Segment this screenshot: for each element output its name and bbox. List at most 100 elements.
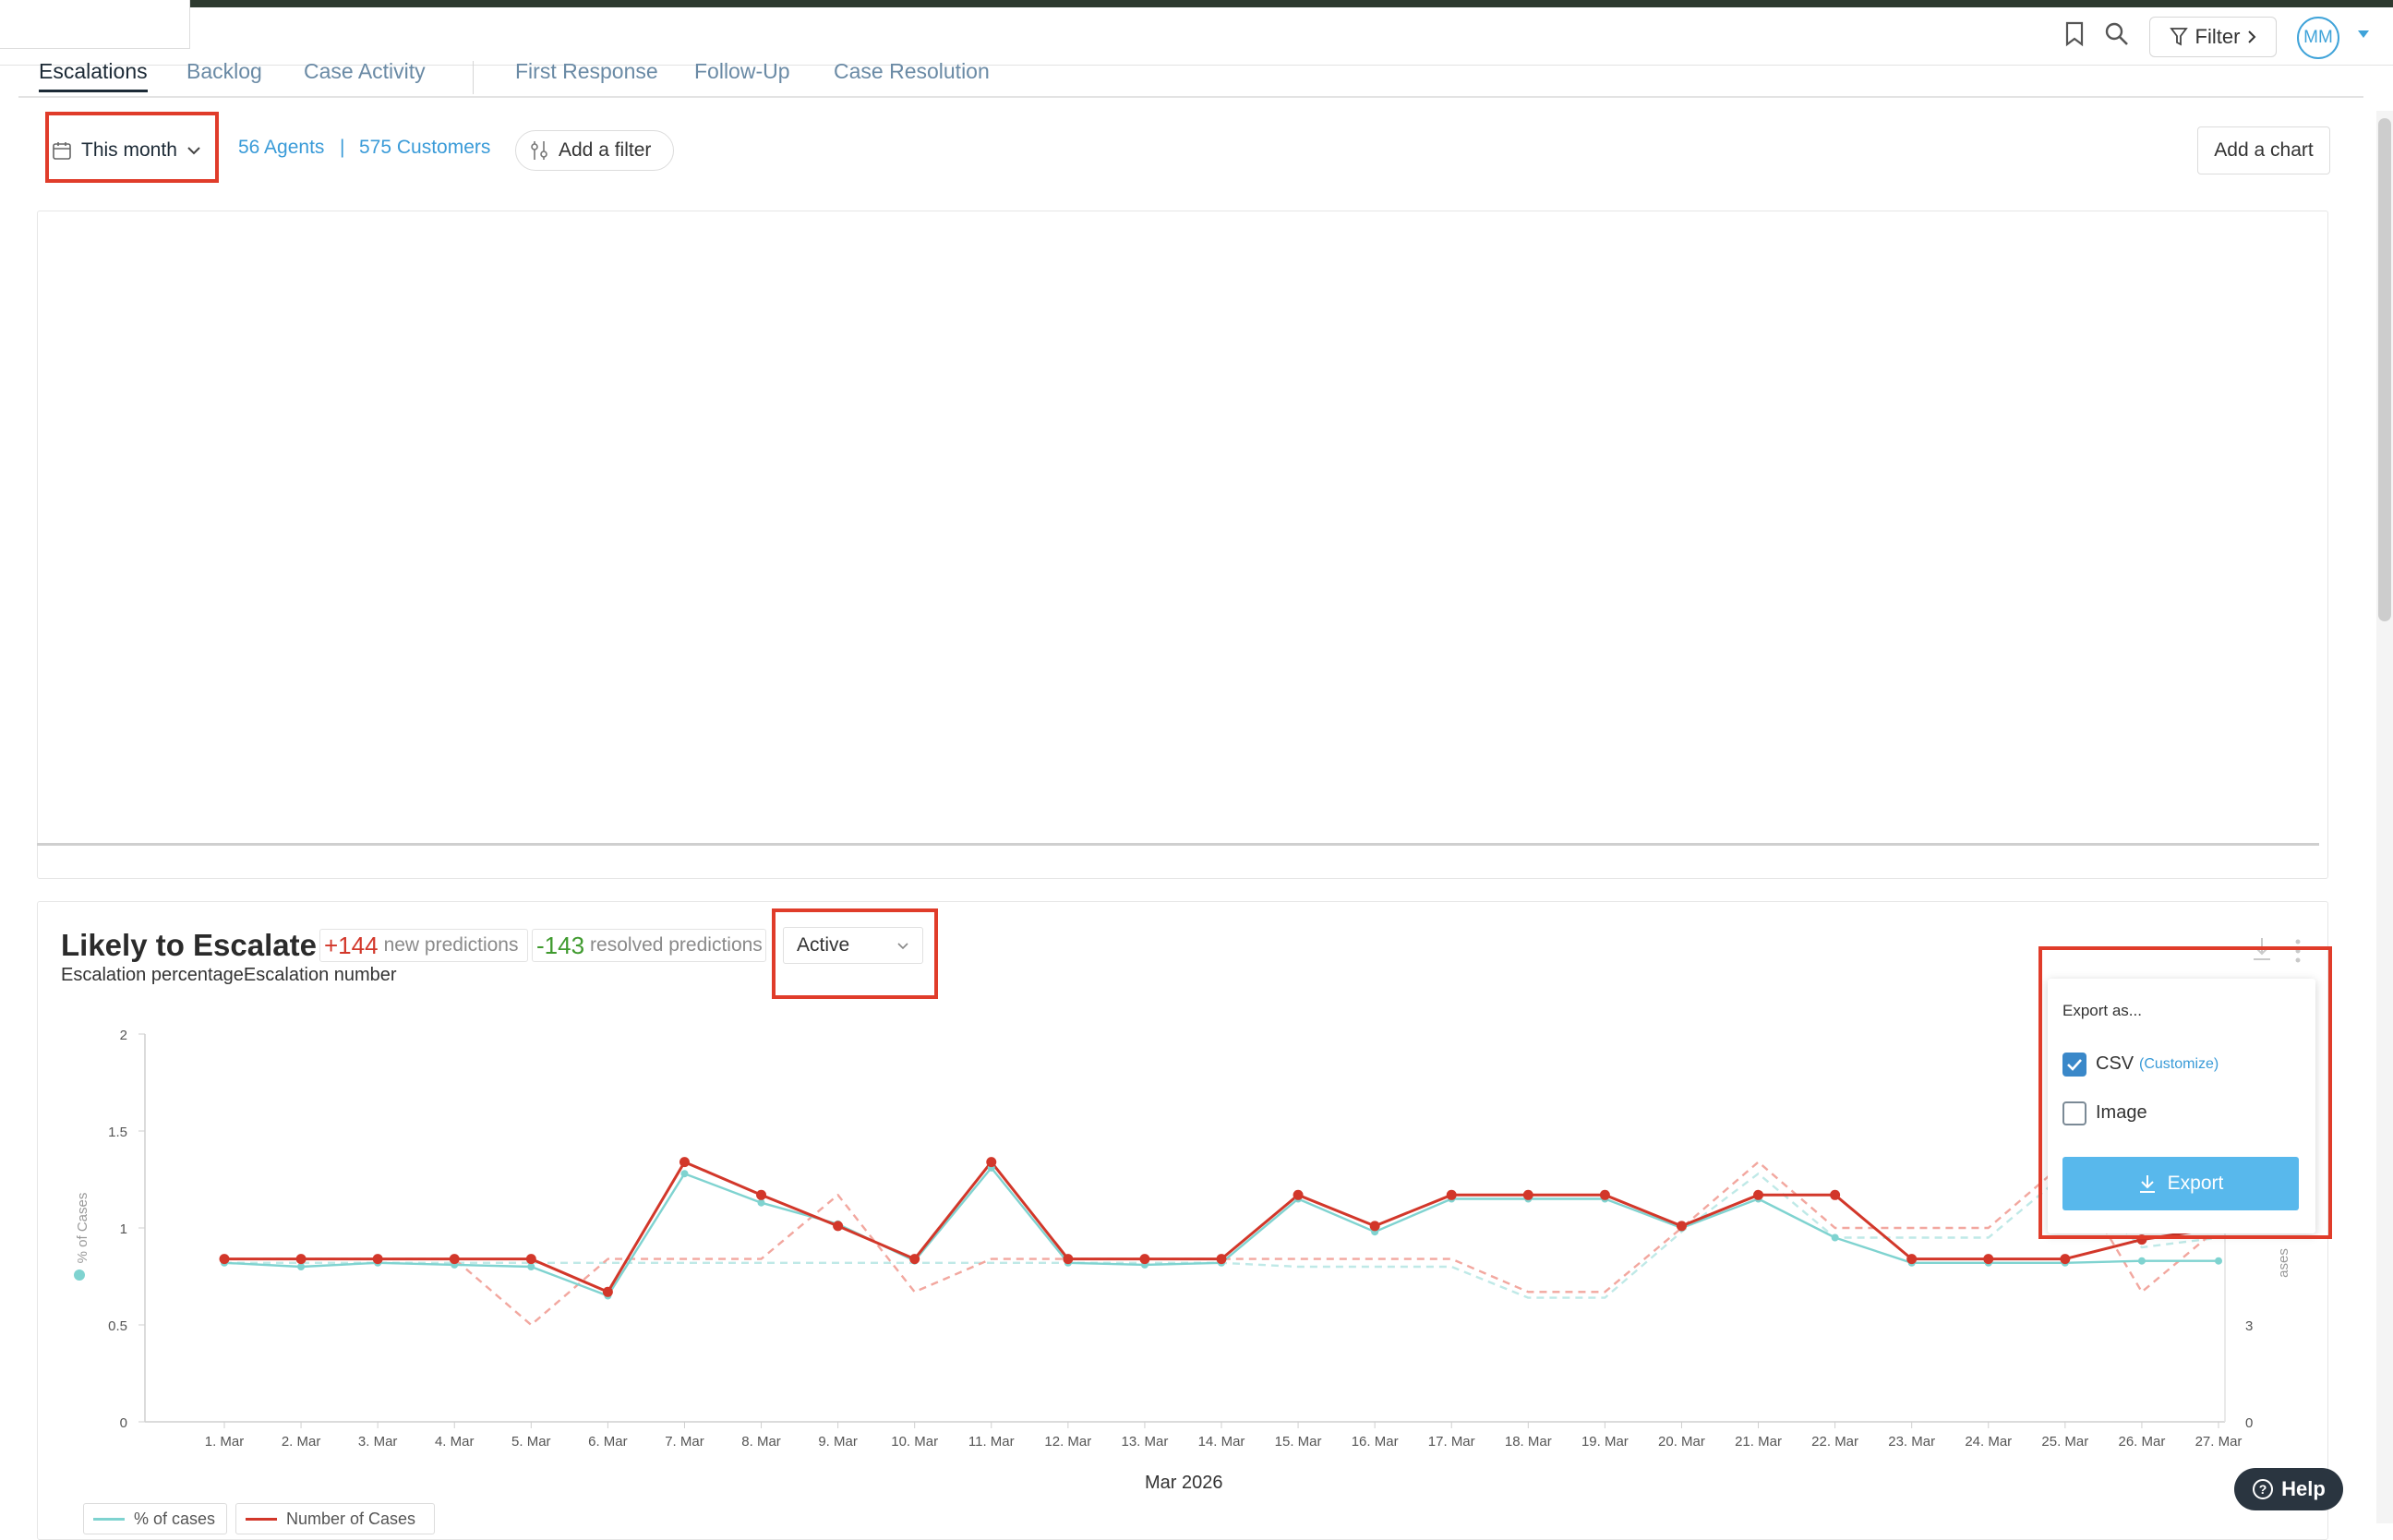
image-label: Image — [2096, 1102, 2147, 1123]
x-tick-label: 10. Mar — [891, 1434, 938, 1450]
x-tick-label: 13. Mar — [1121, 1434, 1168, 1450]
bookmark-icon[interactable] — [2061, 20, 2088, 48]
tab-follow-up[interactable]: Follow-Up — [694, 59, 790, 83]
x-tick-label: 16. Mar — [1352, 1434, 1399, 1450]
series-point-1 — [1139, 1254, 1150, 1265]
y-tick-label: 0 — [120, 1415, 127, 1431]
empty-chart-panel — [37, 211, 2328, 879]
search-icon[interactable] — [2101, 18, 2133, 50]
tab-escalations[interactable]: Escalations — [39, 59, 148, 92]
checkmark-icon — [2067, 1059, 2082, 1071]
legend-label: Number of Cases — [286, 1509, 416, 1528]
highlight-box — [772, 908, 938, 999]
series-point-1 — [833, 1221, 844, 1232]
add-filter-button[interactable]: Add a filter — [515, 130, 674, 171]
series-point-1 — [1753, 1189, 1764, 1200]
sliders-icon — [531, 141, 547, 160]
image-checkbox[interactable] — [2062, 1101, 2086, 1125]
x-tick-label: 6. Mar — [588, 1434, 628, 1450]
x-tick-label: 11. Mar — [968, 1434, 1015, 1450]
x-tick-label: 19. Mar — [1581, 1434, 1629, 1450]
y-axis-series-marker — [74, 1269, 85, 1281]
series-point-1 — [1599, 1189, 1610, 1200]
filter-button[interactable]: Filter — [2149, 17, 2277, 57]
resolved-predictions-label: resolved predictions — [590, 934, 763, 956]
y-tick-label: 0.5 — [108, 1318, 127, 1334]
add-filter-label: Add a filter — [559, 139, 652, 161]
series-line-2 — [224, 1161, 2219, 1327]
series-point-1 — [1906, 1254, 1918, 1265]
legend-item-percent-of-cases[interactable]: % of cases — [83, 1503, 227, 1534]
card-subtitle: Escalation percentageEscalation number — [61, 965, 397, 985]
series-point-0 — [1831, 1233, 1839, 1242]
series-point-1 — [1830, 1189, 1841, 1200]
customers-filter-link[interactable]: 575 Customers — [359, 137, 491, 158]
y2-tick-label: 3 — [2245, 1318, 2253, 1334]
x-tick-label: 14. Mar — [1198, 1434, 1245, 1450]
series-point-1 — [1369, 1221, 1380, 1232]
tab-case-activity[interactable]: Case Activity — [304, 59, 426, 83]
tab-backlog[interactable]: Backlog — [186, 59, 262, 83]
tab-divider — [473, 61, 474, 94]
series-point-1 — [602, 1286, 613, 1297]
y-axis-title: % of Cases — [75, 1193, 90, 1264]
series-point-1 — [1446, 1189, 1457, 1200]
y2-tick-label: 0 — [2245, 1415, 2253, 1431]
x-tick-label: 22. Mar — [1811, 1434, 1858, 1450]
x-tick-label: 20. Mar — [1658, 1434, 1705, 1450]
y-tick-label: 2 — [120, 1028, 127, 1043]
tab-first-response[interactable]: First Response — [515, 59, 658, 83]
x-tick-label: 1. Mar — [205, 1434, 245, 1450]
caret-down-icon[interactable] — [2356, 28, 2371, 41]
highlight-box — [2038, 946, 2332, 1239]
date-range-dropdown[interactable]: This month — [52, 129, 212, 172]
y-tick-label: 1 — [120, 1221, 127, 1237]
svg-text:?: ? — [2259, 1482, 2267, 1497]
series-point-1 — [219, 1254, 230, 1265]
avatar[interactable]: MM — [2297, 17, 2339, 59]
chevron-down-icon — [187, 147, 200, 155]
series-point-1 — [1983, 1254, 1994, 1265]
series-point-1 — [756, 1189, 767, 1200]
calendar-icon — [53, 142, 71, 160]
help-button[interactable]: ? Help — [2234, 1468, 2343, 1510]
csv-label: CSV — [2096, 1053, 2134, 1074]
customize-link[interactable]: (Customize) — [2139, 1056, 2219, 1072]
series-line-1 — [224, 1161, 2219, 1293]
avatar-initials: MM — [2303, 28, 2333, 47]
likely-to-escalate-chart: 0 0.5 1 1.5 2 0 3 % of Cases ases 1. Mar 2. Mar 3. … — [74, 1028, 2291, 1450]
series-point-0 — [757, 1198, 765, 1207]
series-point-1 — [525, 1254, 536, 1265]
header-bar — [0, 7, 2393, 66]
date-range-label: This month — [81, 139, 177, 161]
download-icon — [2139, 1175, 2155, 1193]
x-tick-label: 21. Mar — [1735, 1434, 1782, 1450]
add-chart-button[interactable]: Add a chart — [2197, 126, 2330, 174]
legend-swatch — [246, 1517, 277, 1521]
x-tick-label: 7. Mar — [665, 1434, 704, 1450]
series-line-3 — [224, 1172, 2219, 1299]
export-button-label: Export — [2167, 1173, 2224, 1194]
series-point-1 — [372, 1254, 383, 1265]
logo-area — [0, 0, 190, 49]
new-predictions-badge: +144 new predictions — [319, 929, 528, 962]
agents-filter-link[interactable]: 56 Agents — [238, 137, 325, 158]
series-point-1 — [1063, 1254, 1074, 1265]
legend-item-number-of-cases[interactable]: Number of Cases — [235, 1503, 435, 1534]
tab-case-resolution[interactable]: Case Resolution — [834, 59, 990, 83]
series-point-0 — [2215, 1257, 2222, 1265]
x-tick-label: 17. Mar — [1428, 1434, 1475, 1450]
csv-checkbox[interactable] — [2062, 1053, 2086, 1077]
new-predictions-count: +144 — [324, 931, 379, 959]
series-point-1 — [449, 1254, 460, 1265]
status-dropdown[interactable]: Active — [783, 927, 923, 964]
new-predictions-label: new predictions — [383, 934, 519, 956]
scrollbar-thumb[interactable] — [2378, 118, 2391, 621]
series-point-1 — [679, 1157, 690, 1168]
series-point-1 — [909, 1254, 920, 1265]
x-tick-label: 27. Mar — [2195, 1434, 2243, 1450]
resolved-predictions-count: -143 — [536, 931, 585, 959]
resolved-predictions-badge: -143 resolved predictions — [532, 929, 766, 962]
export-button[interactable]: Export — [2062, 1157, 2299, 1210]
filter-button-label: Filter — [2195, 25, 2241, 48]
